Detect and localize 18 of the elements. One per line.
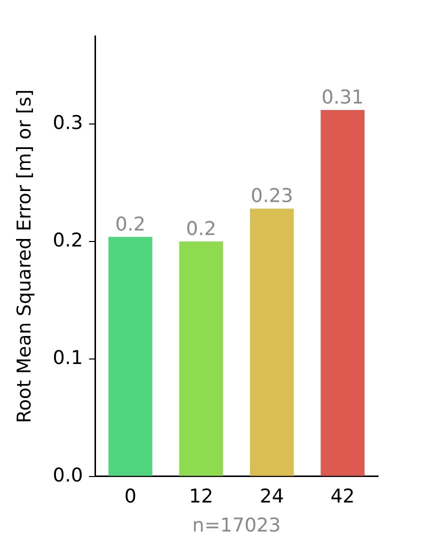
y-tick-label: 0.1 [52, 346, 84, 369]
data-label: 0.2 [115, 213, 146, 236]
x-tick-label: 0 [124, 486, 136, 508]
x-tick-label: 12 [189, 486, 214, 508]
x-tick-label: 42 [330, 486, 355, 508]
bar [250, 208, 294, 476]
y-axis-title: Root Mean Squared Error [m] or [s] [13, 89, 36, 424]
bar [108, 236, 152, 476]
x-tick-label: 24 [260, 486, 284, 508]
y-tick-label: 0.0 [52, 464, 84, 486]
data-label: 0.23 [250, 185, 294, 208]
bar [320, 110, 365, 476]
y-tick-label: 0.3 [52, 112, 84, 134]
x-axis-title: n=17023 [192, 514, 281, 537]
y-tick-label: 0.2 [52, 229, 84, 252]
data-label: 0.31 [321, 86, 364, 108]
data-label: 0.2 [186, 218, 216, 240]
bar [179, 242, 224, 476]
